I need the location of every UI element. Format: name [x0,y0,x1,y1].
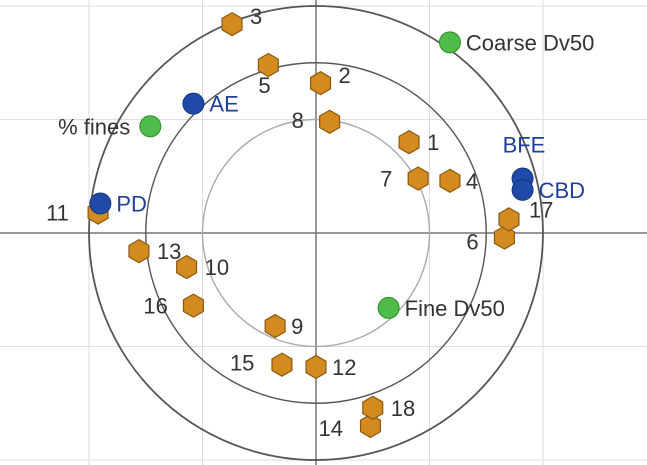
observation-point-15 [271,352,293,377]
variable-label-cbd: CBD [539,178,585,203]
observation-label-4: 4 [466,169,478,194]
variable-label--fines: % fines [58,114,130,139]
observation-label-17: 17 [529,197,553,222]
variable-point-cbd [511,178,534,201]
observation-label-14: 14 [318,416,342,441]
correlation-circle-0-5 [201,118,431,348]
observation-label-13: 13 [157,239,181,264]
observation-label-5: 5 [258,73,270,98]
observation-point-4 [439,168,461,193]
observation-label-2: 2 [339,63,351,88]
correlation-circle-mid [145,62,487,404]
observation-label-9: 9 [291,314,303,339]
variable-point--fines [139,115,162,138]
variable-label-ae: AE [209,92,238,117]
observation-label-11: 11 [46,201,69,226]
observation-point-6 [493,225,515,250]
observation-point-8 [319,109,341,134]
observation-label-12: 12 [332,355,356,380]
variable-label-pd: PD [116,191,147,216]
observation-point-3 [221,11,243,37]
observation-label-7: 7 [380,167,392,192]
observation-point-17 [498,207,520,232]
observation-point-5 [257,52,279,78]
observation-point-16 [182,293,204,318]
correlation-circle-1 [88,5,544,461]
variable-label-fine-dv50: Fine Dv50 [405,296,505,321]
variable-label-coarse-dv50: Coarse Dv50 [466,30,594,55]
observation-point-1 [398,130,420,155]
observation-label-16: 16 [143,294,167,319]
observation-point-14 [359,413,382,439]
observation-label-18: 18 [391,396,415,421]
variable-point-coarse-dv50 [438,31,461,54]
observation-point-10 [176,254,198,280]
observation-label-1: 1 [427,130,439,155]
variable-label-bfe: BFE [503,133,546,158]
observation-point-13 [128,238,150,264]
correlation-circles [88,5,544,461]
observation-point-12 [305,354,327,380]
observation-point-9 [264,313,286,339]
observation-label-3: 3 [250,4,262,29]
observation-point-18 [362,395,384,420]
observation-label-8: 8 [292,108,304,133]
observation-label-15: 15 [230,351,254,376]
observation-point-2 [309,70,332,96]
variable-point-ae [182,92,205,115]
observation-point-7 [407,166,429,191]
variable-point-pd [89,192,112,215]
variable-point-fine-dv50 [377,296,400,319]
observation-label-6: 6 [466,230,478,255]
observation-label-10: 10 [205,255,229,280]
